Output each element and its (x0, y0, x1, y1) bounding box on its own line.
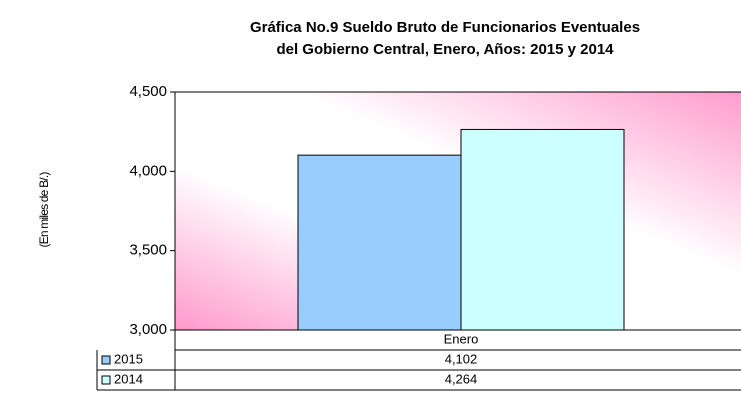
x-tick-label: Enero (444, 331, 479, 346)
bar (460, 128, 625, 331)
bar (297, 154, 462, 331)
legend-key (101, 375, 111, 385)
chart-title: Gráfica No.9 Sueldo Bruto de Funcionario… (250, 19, 640, 36)
y-axis-label: (En miles de B/.) (37, 172, 51, 248)
y-tick-label: 4,500 (129, 83, 167, 100)
y-tick-label: 3,000 (129, 321, 167, 338)
legend-label: 2014 (114, 371, 143, 386)
data-label: 4,102 (445, 351, 478, 366)
legend-label: 2015 (114, 351, 143, 366)
legend-key (101, 355, 111, 365)
y-tick-label: 4,000 (129, 162, 167, 179)
chart-title: del Gobierno Central, Enero, Años: 2015 … (276, 41, 614, 58)
data-label: 4,264 (445, 371, 478, 386)
y-tick-label: 3,500 (129, 242, 167, 259)
